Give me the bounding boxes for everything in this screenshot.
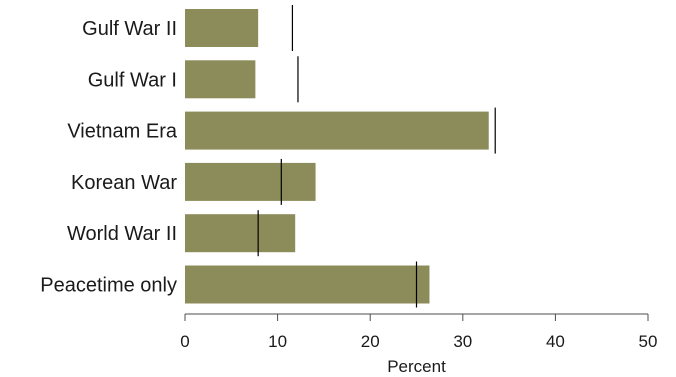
x-tick-label: 10: [268, 332, 287, 351]
bar: [185, 214, 296, 253]
reference-lines: [257, 5, 496, 308]
bar: [185, 60, 256, 99]
category-label: Peacetime only: [40, 275, 177, 297]
category-labels: Gulf War II Gulf War I Vietnam Era Korean W…: [40, 18, 178, 297]
bars: [185, 9, 489, 304]
category-label: World War II: [67, 223, 177, 245]
bar: [185, 111, 489, 150]
x-tick-label: 30: [453, 332, 472, 351]
x-tick-label: 50: [639, 332, 658, 351]
x-tick-label: 20: [361, 332, 380, 351]
x-axis-title: Percent: [387, 357, 446, 376]
x-tick-label: 0: [180, 332, 189, 351]
bar: [185, 9, 259, 47]
category-label: Gulf War I: [88, 69, 177, 91]
x-tick-label: 40: [546, 332, 565, 351]
x-axis: 0 10 20 30 40 50: [180, 313, 658, 351]
category-label: Vietnam Era: [67, 121, 178, 143]
bar: [185, 162, 316, 201]
bar: [185, 265, 430, 304]
category-label: Gulf War II: [82, 18, 177, 40]
category-label: Korean War: [71, 172, 177, 194]
